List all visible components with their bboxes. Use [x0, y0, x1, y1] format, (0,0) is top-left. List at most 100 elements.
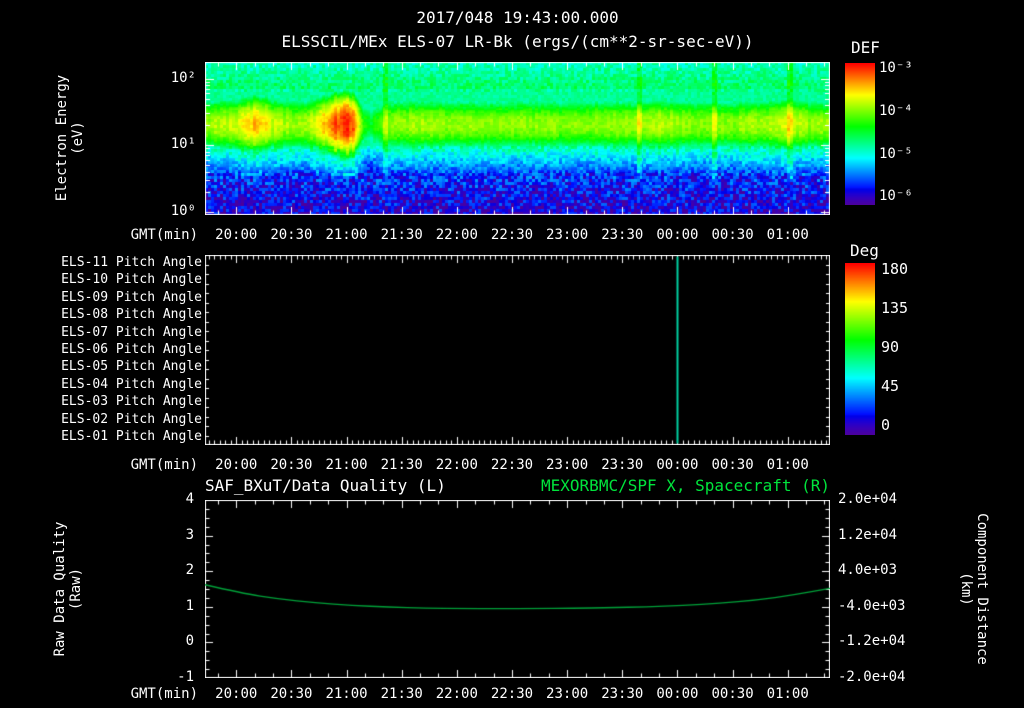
quality-tick-label: 3 [185, 526, 194, 543]
spectrogram-y-axis-label-line2: (eV) [70, 121, 86, 155]
colorbar-tick-label: 0 [881, 415, 891, 434]
energy-tick-label: 10² [170, 69, 196, 86]
time-tick-label: 20:00 [215, 686, 258, 702]
spectrogram-y-tick-labels: 10² 10¹ 10⁰ [138, 62, 198, 219]
line-panel-left-y-label: Raw Data Quality (Raw) [52, 522, 84, 657]
deg-colorbar [845, 263, 875, 435]
def-colorbar-tick-labels: 10⁻³ 10⁻⁴ 10⁻⁵ 10⁻⁶ [879, 59, 951, 205]
pitch-row-label: ELS-05 Pitch Angle [61, 359, 202, 375]
time-tick-label: 21:30 [380, 227, 423, 243]
time-tick-label: 00:30 [711, 686, 754, 702]
pitch-row-label: ELS-10 Pitch Angle [61, 272, 202, 288]
time-tick-label: 23:30 [601, 686, 644, 702]
time-tick-label: 21:00 [325, 457, 368, 473]
time-tick-label: 00:00 [656, 686, 699, 702]
time-tick-label: 00:00 [656, 457, 699, 473]
time-tick-label: 20:00 [215, 227, 258, 243]
deg-colorbar-tick-labels: 180 135 90 45 0 [881, 260, 953, 435]
time-tick-label: 20:00 [215, 457, 258, 473]
timestamp: 2017/048 19:43:00.000 [416, 8, 619, 27]
quality-tick-label: -1 [177, 669, 194, 685]
pitch-row-label: ELS-03 Pitch Angle [61, 394, 202, 410]
time-tick-label: 01:00 [766, 227, 809, 243]
line-panel-titles: SAF_BXuT/Data Quality (L) MEXORBMC/SPF X… [205, 476, 830, 495]
line-panel-left-y-label-line1: Raw Data Quality [51, 521, 68, 657]
line-panel-right-y-label-line1: Component Distance [974, 513, 991, 665]
pitch-row-label: ELS-06 Pitch Angle [61, 342, 202, 358]
time-tick-label: 23:00 [546, 457, 589, 473]
time-tick-label: 00:30 [711, 457, 754, 473]
line-panel-left-y-label-line2: (Raw) [68, 567, 84, 611]
colorbar-deg-title: Deg [850, 241, 879, 260]
time-tick-label: 22:30 [490, 227, 534, 243]
distance-tick-label: -1.2e+04 [838, 633, 906, 650]
colorbar-tick-label: 10⁻⁶ [879, 188, 913, 205]
time-tick-label: 23:30 [601, 457, 644, 473]
time-tick-label: 20:30 [270, 227, 313, 243]
pitch-row-label: ELS-08 Pitch Angle [61, 307, 202, 323]
time-tick-label: 01:00 [766, 457, 809, 473]
electron-energy-spectrogram [205, 62, 830, 215]
colorbar-def-title: DEF [851, 38, 880, 57]
time-tick-label: 22:00 [435, 457, 478, 473]
colorbar-tick-label: 10⁻⁴ [879, 102, 913, 119]
spectrogram-y-axis-label-line1: Electron Energy [53, 74, 70, 202]
gmt-axis-label-1: GMT(min) [130, 227, 198, 243]
pitch-row-label: ELS-09 Pitch Angle [61, 289, 202, 305]
colorbar-tick-label: 10⁻⁵ [879, 145, 913, 162]
spectrogram-y-axis-label: Electron Energy (eV) [54, 75, 86, 201]
time-axis-ticks-1: 20:00 20:30 21:00 21:30 22:00 22:30 23:00 23:30… [205, 227, 845, 243]
def-colorbar [845, 63, 875, 205]
gmt-axis-label-2: GMT(min) [130, 457, 198, 473]
quality-tick-label: 2 [185, 562, 194, 579]
line-panel-left-tick-labels: 4 3 2 1 0 -1 [146, 491, 196, 685]
spacecraft-title: MEXORBMC/SPF X, Spacecraft (R) [541, 476, 830, 495]
colorbar-tick-label: 45 [881, 376, 900, 395]
colorbar-tick-label: 180 [881, 260, 909, 279]
distance-tick-label: 4.0e+03 [838, 562, 898, 579]
data-quality-spacecraft-plot [205, 500, 830, 678]
time-tick-label: 21:00 [325, 686, 368, 702]
plot-header: 2017/048 19:43:00.000 ELSSCIL/MEx ELS-07… [205, 0, 830, 60]
quality-tick-label: 0 [185, 633, 194, 650]
distance-tick-label: -2.0e+04 [838, 669, 906, 685]
colorbar-tick-label: 135 [881, 298, 909, 317]
time-axis-ticks-2: 20:00 20:30 21:00 21:30 22:00 22:30 23:00 23:30… [205, 457, 845, 473]
pitch-angle-panel [205, 255, 830, 445]
distance-tick-label: 1.2e+04 [838, 526, 898, 543]
time-tick-label: 20:30 [270, 686, 313, 702]
page-title: ELSSCIL/MEx ELS-07 LR-Bk (ergs/(cm**2-sr… [281, 32, 754, 51]
line-panel-right-tick-labels: 2.0e+04 1.2e+04 4.0e+03 -4.0e+03 -1.2e+04 -2.… [838, 491, 932, 685]
distance-tick-label: 2.0e+04 [838, 491, 898, 507]
time-axis-ticks-3: 20:00 20:30 21:00 21:30 22:00 22:30 23:00 23:30… [205, 686, 845, 702]
time-tick-label: 22:00 [435, 686, 478, 702]
energy-tick-label: 10¹ [170, 136, 196, 153]
quality-tick-label: 1 [185, 597, 194, 614]
energy-tick-label: 10⁰ [170, 202, 196, 219]
time-tick-label: 00:30 [711, 227, 754, 243]
time-tick-label: 23:00 [546, 227, 589, 243]
time-tick-label: 20:30 [270, 457, 313, 473]
time-tick-label: 21:30 [380, 457, 423, 473]
colorbar-tick-label: 90 [881, 337, 900, 356]
time-tick-label: 21:00 [325, 227, 368, 243]
time-tick-label: 22:00 [435, 227, 478, 243]
time-tick-label: 23:30 [601, 227, 644, 243]
pitch-row-label: ELS-01 Pitch Angle [61, 429, 202, 445]
time-tick-label: 01:00 [766, 686, 809, 702]
colorbar-tick-label: 10⁻³ [879, 59, 913, 76]
time-tick-label: 23:00 [546, 686, 589, 702]
time-tick-label: 00:00 [656, 227, 699, 243]
data-quality-title: SAF_BXuT/Data Quality (L) [205, 476, 446, 495]
pitch-row-label: ELS-07 Pitch Angle [61, 324, 202, 340]
gmt-axis-label-3: GMT(min) [130, 686, 198, 702]
time-tick-label: 22:30 [490, 686, 534, 702]
line-panel-right-y-label-line2: (km) [958, 572, 974, 606]
time-tick-label: 21:30 [380, 686, 423, 702]
pitch-row-label: ELS-02 Pitch Angle [61, 411, 202, 427]
pitch-row-label: ELS-04 Pitch Angle [61, 376, 202, 392]
line-panel-right-y-label: Component Distance (km) [958, 513, 990, 665]
quality-tick-label: 4 [185, 491, 194, 507]
distance-tick-label: -4.0e+03 [838, 597, 906, 614]
